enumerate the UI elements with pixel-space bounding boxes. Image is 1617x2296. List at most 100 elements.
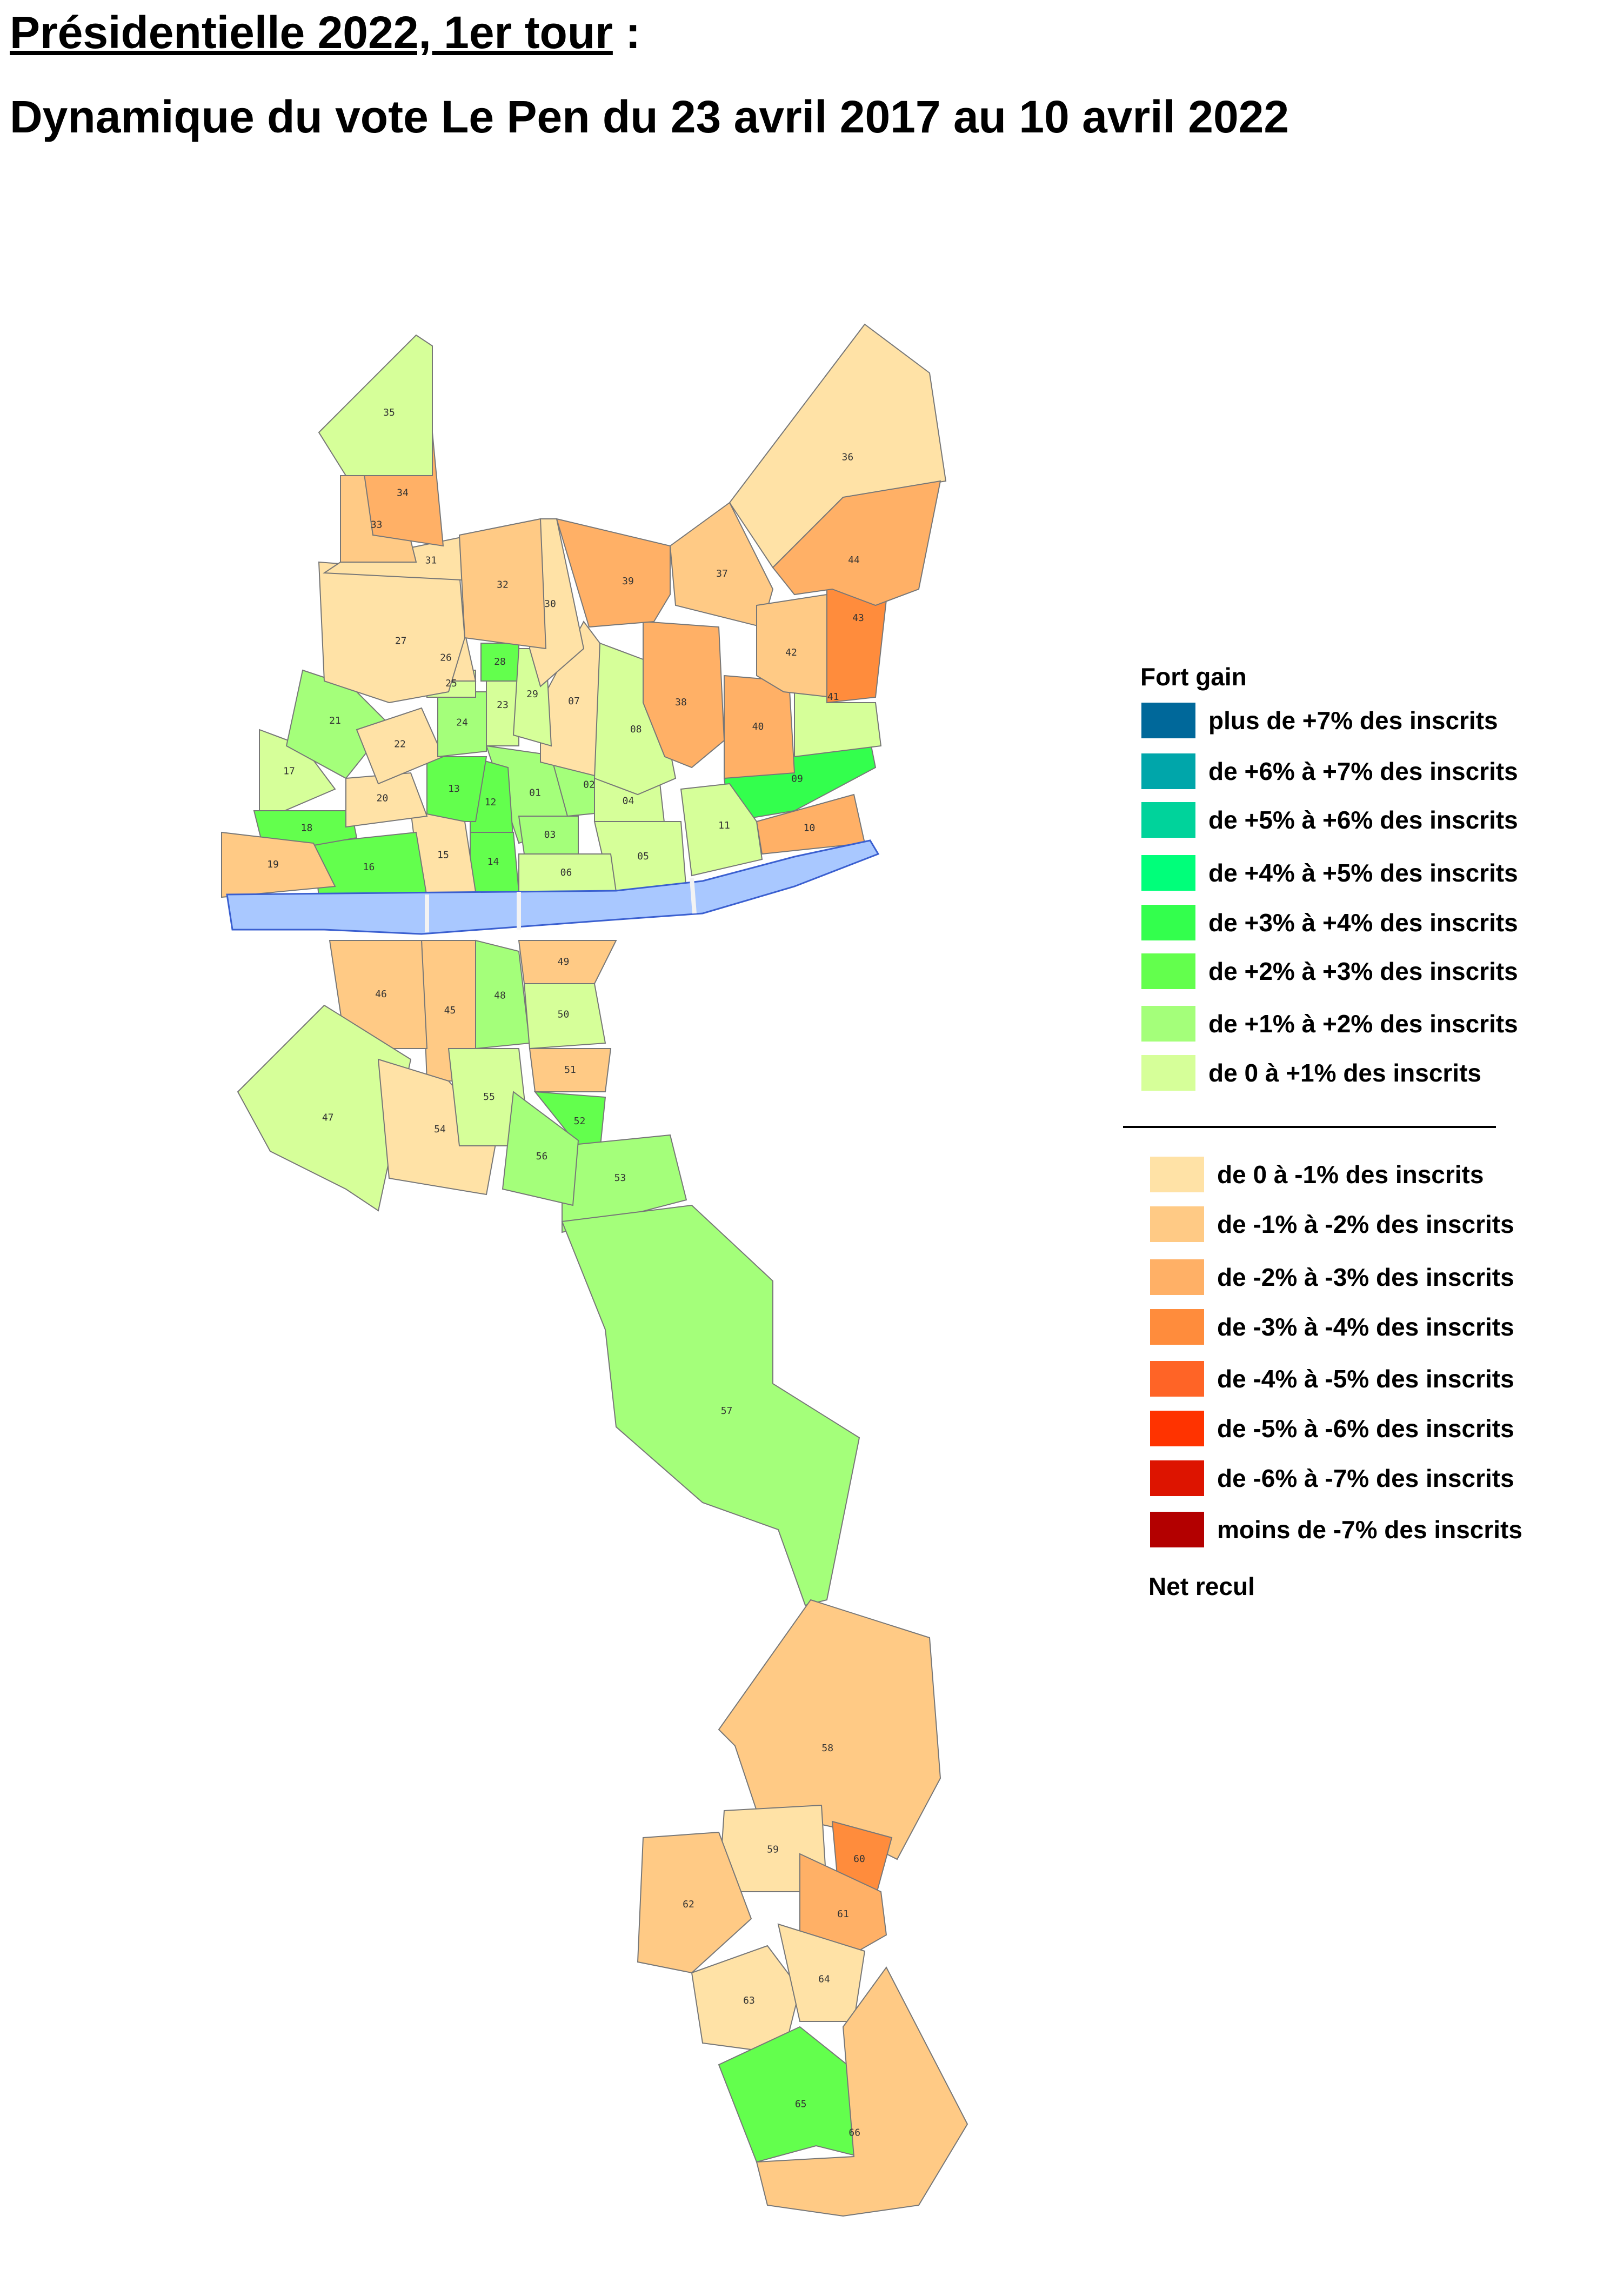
precinct-label: 54 — [434, 1124, 446, 1135]
precinct-label: 16 — [363, 862, 375, 873]
precinct-47 — [237, 1004, 412, 1212]
precinct-label: 61 — [837, 1908, 849, 1920]
legend-label: de +5% à +6% des inscrits — [1208, 806, 1518, 834]
precinct-label: 27 — [395, 636, 407, 647]
precinct-label: 44 — [848, 555, 860, 566]
legend-swatch — [1141, 953, 1195, 989]
precinct-label: 39 — [622, 576, 634, 587]
precinct-label: 60 — [853, 1853, 865, 1865]
precinct-label: 31 — [425, 555, 437, 566]
legend-swatch — [1150, 1259, 1204, 1295]
precinct-label: 35 — [383, 407, 395, 418]
precinct-label: 25 — [445, 678, 457, 689]
precinct-42 — [756, 593, 833, 698]
legend-swatch — [1150, 1512, 1204, 1547]
precinct-label: 10 — [804, 823, 816, 834]
map-title: Présidentielle 2022, 1er tour : — [10, 10, 1289, 55]
precinct-label: 19 — [267, 859, 279, 870]
precinct-label: 02 — [583, 779, 595, 791]
precinct-label: 38 — [675, 697, 687, 708]
map-title-main: Présidentielle 2022, 1er tour — [10, 7, 613, 58]
precinct-label: 17 — [283, 766, 295, 777]
precinct-label: 46 — [375, 989, 387, 1000]
river — [226, 839, 880, 935]
precinct-35 — [318, 334, 433, 476]
precinct-label: 65 — [795, 2098, 807, 2110]
precinct-label: 29 — [526, 689, 538, 700]
legend-swatch — [1150, 1309, 1204, 1345]
legend-item: de -5% à -6% des inscrits — [1150, 1411, 1514, 1446]
precinct-46 — [329, 940, 428, 1049]
precinct-label: 40 — [752, 721, 764, 732]
precinct-label: 12 — [485, 797, 497, 808]
legend-label: de 0 à -1% des inscrits — [1217, 1160, 1484, 1189]
precinct-66 — [756, 1966, 968, 2217]
precinct-label: 08 — [630, 724, 642, 735]
legend-swatch — [1141, 802, 1195, 838]
legend-item: de +5% à +6% des inscrits — [1141, 802, 1518, 838]
bridge — [690, 878, 697, 914]
legend-swatch — [1141, 905, 1195, 940]
precinct-19 — [221, 831, 336, 898]
legend-item: de +3% à +4% des inscrits — [1141, 905, 1518, 940]
precinct-label: 42 — [785, 647, 797, 658]
legend-label: de -2% à -3% des inscrits — [1217, 1263, 1514, 1291]
precinct-label: 57 — [721, 1405, 733, 1417]
legend-label: de -4% à -5% des inscrits — [1217, 1365, 1514, 1393]
precinct-label: 45 — [444, 1005, 456, 1016]
precinct-label: 43 — [852, 612, 864, 624]
precinct-50 — [523, 983, 606, 1050]
map-subtitle: Dynamique du vote Le Pen du 23 avril 201… — [10, 91, 1289, 142]
legend-label: de +3% à +4% des inscrits — [1208, 909, 1518, 937]
precinct-57 — [561, 1204, 860, 1606]
precinct-label: 32 — [497, 579, 509, 591]
precinct-label: 09 — [791, 773, 803, 785]
legend-swatch — [1150, 1460, 1204, 1496]
legend-item: de +4% à +5% des inscrits — [1141, 855, 1518, 891]
legend-label: de -5% à -6% des inscrits — [1217, 1414, 1514, 1443]
legend-label: de +6% à +7% des inscrits — [1208, 757, 1518, 785]
precinct-54 — [377, 1058, 498, 1196]
legend-swatch — [1141, 1055, 1195, 1091]
legend-swatch — [1141, 703, 1195, 738]
precinct-label: 50 — [558, 1009, 570, 1020]
legend-item: de +6% à +7% des inscrits — [1141, 753, 1518, 789]
legend-label: moins de -7% des inscrits — [1217, 1516, 1522, 1544]
precinct-label: 21 — [329, 715, 341, 726]
legend-item: de -3% à -4% des inscrits — [1150, 1309, 1514, 1345]
precinct-label: 01 — [529, 787, 541, 799]
precinct-shapes — [221, 323, 968, 2217]
precinct-11 — [680, 783, 763, 877]
precinct-label: 11 — [718, 820, 730, 831]
precinct-label: 64 — [818, 1974, 830, 1985]
precinct-label: 53 — [614, 1172, 626, 1184]
precinct-label: 30 — [544, 598, 556, 610]
precinct-32 — [458, 518, 547, 650]
legend-label: de +2% à +3% des inscrits — [1208, 957, 1518, 985]
precinct-label: 06 — [560, 867, 572, 878]
precinct-label: 24 — [456, 717, 468, 729]
legend-item: moins de -7% des inscrits — [1150, 1512, 1522, 1547]
legend-item: de -4% à -5% des inscrits — [1150, 1361, 1514, 1397]
legend-label: plus de +7% des inscrits — [1208, 706, 1498, 735]
precinct-56 — [502, 1091, 579, 1206]
legend-item: de +2% à +3% des inscrits — [1141, 953, 1518, 989]
precinct-label: 34 — [397, 488, 409, 499]
precinct-label: 07 — [568, 696, 580, 707]
precinct-label: 13 — [448, 783, 460, 795]
precinct-label: 47 — [322, 1112, 334, 1123]
precinct-label: 33 — [371, 519, 383, 531]
precinct-27 — [318, 561, 466, 704]
legend-separator — [1123, 1126, 1496, 1128]
precinct-39 — [556, 518, 671, 628]
legend-item: de 0 à -1% des inscrits — [1150, 1157, 1484, 1192]
precinct-label: 52 — [574, 1116, 586, 1127]
legend-swatch — [1150, 1411, 1204, 1446]
precinct-label: 15 — [437, 850, 449, 861]
precinct-label: 49 — [558, 956, 570, 967]
map-title-suffix: : — [612, 7, 641, 58]
legend-heading: Fort gain — [1140, 663, 1247, 691]
precinct-label: 28 — [494, 656, 506, 668]
legend-swatch — [1150, 1157, 1204, 1192]
